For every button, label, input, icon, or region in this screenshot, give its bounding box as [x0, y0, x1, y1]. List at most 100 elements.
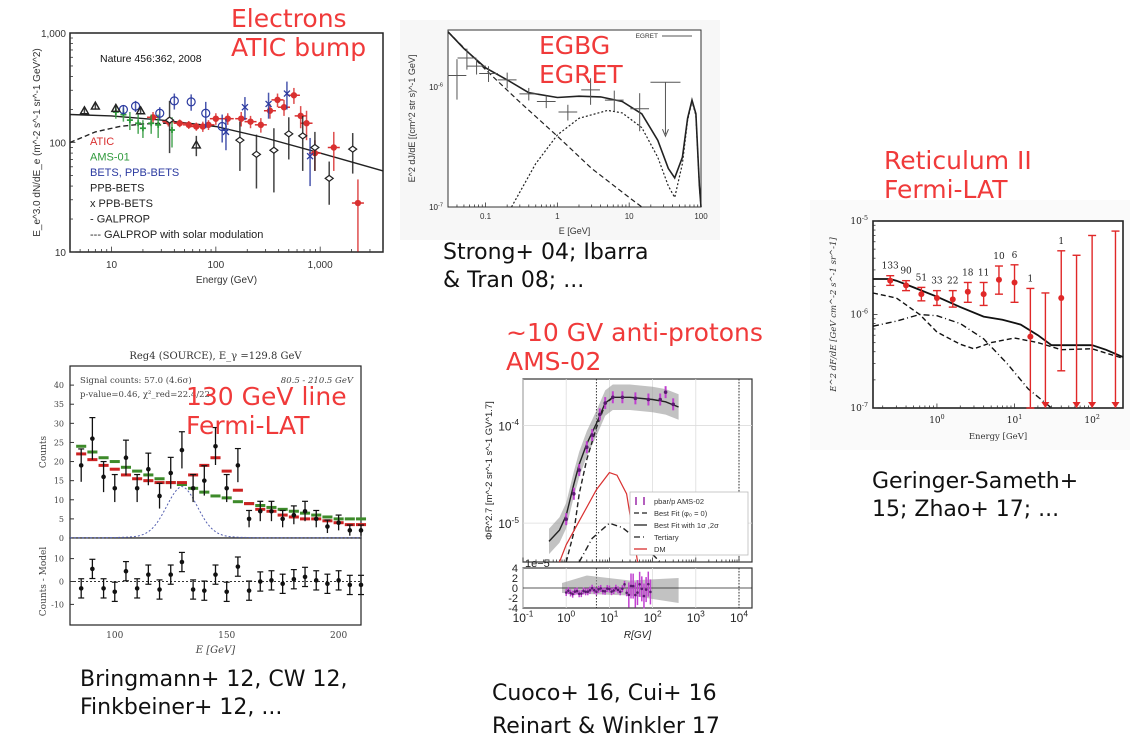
- y-tick-label: 0: [59, 534, 64, 543]
- data-point: [265, 100, 273, 108]
- data-point: [324, 174, 335, 183]
- y-tick-label: 10-5: [498, 515, 519, 531]
- residual-point: [608, 587, 611, 591]
- data-point: [222, 128, 230, 136]
- residual-point: [586, 590, 590, 594]
- residual-point: [621, 587, 624, 591]
- count-label: 33: [931, 277, 943, 287]
- electrons-chart: 10 100 1,000 10 100 1,000 Energy (GeV) E_e^3.0 …: [32, 29, 384, 286]
- data-point: [347, 145, 358, 153]
- residual-point: [625, 591, 628, 595]
- data-point: [157, 493, 162, 499]
- y-tick-label: 100: [49, 139, 66, 150]
- x-tick-label: 10-1: [513, 609, 534, 625]
- data-point: [134, 486, 140, 491]
- data-point: [283, 130, 294, 138]
- residual-point: [157, 587, 162, 592]
- residual-point: [601, 589, 605, 593]
- x-tick-label: 100: [694, 212, 708, 221]
- data-point: [169, 96, 179, 106]
- residual-point: [235, 564, 241, 569]
- x-axis-label: E [GeV]: [195, 645, 236, 655]
- x-tick-label: 1: [555, 212, 560, 221]
- data-point: [247, 118, 254, 125]
- data-point: [325, 524, 330, 529]
- data-point: [139, 125, 146, 132]
- y-tick-label: 10-7: [850, 402, 868, 414]
- data-point: [358, 528, 364, 533]
- electrons-title: Electrons ATIC bump: [231, 4, 367, 62]
- data-point: [155, 121, 162, 128]
- residual-point: [269, 578, 274, 583]
- data-point: [235, 463, 241, 468]
- data-point: [585, 445, 589, 450]
- data-point: [130, 101, 141, 111]
- residual-point: [590, 586, 594, 590]
- data-point: [658, 397, 663, 402]
- data-point: [354, 199, 362, 207]
- x-tick-label: 100: [208, 260, 225, 271]
- count-label: 18: [962, 268, 974, 278]
- y-tick-label: 10-7: [429, 202, 443, 212]
- egbg-caption: Strong+ 04; Ibarra & Tran 08; ...: [443, 240, 649, 293]
- count-label: 22: [947, 277, 958, 287]
- residual-point: [603, 590, 607, 593]
- residual-point: [649, 590, 652, 594]
- x-axis-label: R[GV]: [624, 630, 651, 641]
- data-point: [90, 100, 101, 110]
- data-point: [257, 508, 263, 514]
- data-point: [176, 120, 183, 127]
- residual-point: [605, 587, 609, 590]
- data-point: [135, 105, 146, 115]
- curve-total: [873, 278, 1124, 358]
- upper-limit-arrow-icon: [1111, 402, 1120, 408]
- residual-point: [577, 592, 581, 596]
- count-label: 1: [1058, 237, 1064, 247]
- legend-entry: pbar/p AMS-02: [654, 497, 704, 506]
- residual-point: [101, 586, 106, 591]
- legend-entry: Best Fit (φ₀ = 0): [654, 509, 708, 518]
- residual-tick-label: 0: [512, 583, 518, 595]
- residual-point: [610, 590, 613, 593]
- residual-point: [564, 591, 568, 594]
- data-point: [110, 102, 122, 113]
- data-point: [933, 295, 940, 302]
- data-point: [964, 288, 971, 295]
- y-tick-label: 0: [59, 578, 64, 587]
- residual-point: [168, 572, 174, 577]
- data-point: [268, 146, 279, 154]
- x-tick-label: 103: [687, 609, 705, 625]
- data-point: [193, 123, 200, 130]
- residual-offset-label: 1e−5: [525, 558, 550, 570]
- residual-point: [123, 568, 129, 574]
- legend-entry: x PPB-BETS: [90, 198, 153, 210]
- residual-point: [588, 588, 592, 592]
- x-tick-label: 0.1: [480, 212, 492, 221]
- data-point: [246, 516, 252, 522]
- data-point: [980, 291, 987, 298]
- line130-chart: Reg4 (SOURCE), E_γ =129.8 GeV 0 5 10 15 20 25 3…: [39, 351, 367, 655]
- data-point: [79, 105, 90, 115]
- legend-entry: ATIC: [90, 136, 114, 148]
- x-tick-label: 100: [557, 609, 575, 625]
- data-point: [903, 282, 910, 289]
- y-tick-label: -10: [51, 600, 64, 609]
- data-point: [186, 97, 196, 107]
- data-point: [646, 397, 651, 402]
- data-point: [126, 117, 133, 124]
- count-label: 133: [882, 262, 899, 272]
- y-tick-label: 10-4: [498, 417, 519, 433]
- data-point: [101, 474, 106, 480]
- upper-limit-arrow-icon: [1088, 402, 1097, 408]
- residual-point: [291, 576, 297, 582]
- y-tick-label: 10-6: [429, 83, 443, 93]
- data-point: [266, 107, 274, 114]
- data-point: [202, 478, 207, 483]
- data-point: [269, 508, 274, 514]
- legend-entry: Tertiary: [654, 533, 679, 542]
- residual-point: [567, 589, 570, 593]
- x-tick-label: 101: [600, 609, 618, 625]
- residual-point: [616, 588, 620, 592]
